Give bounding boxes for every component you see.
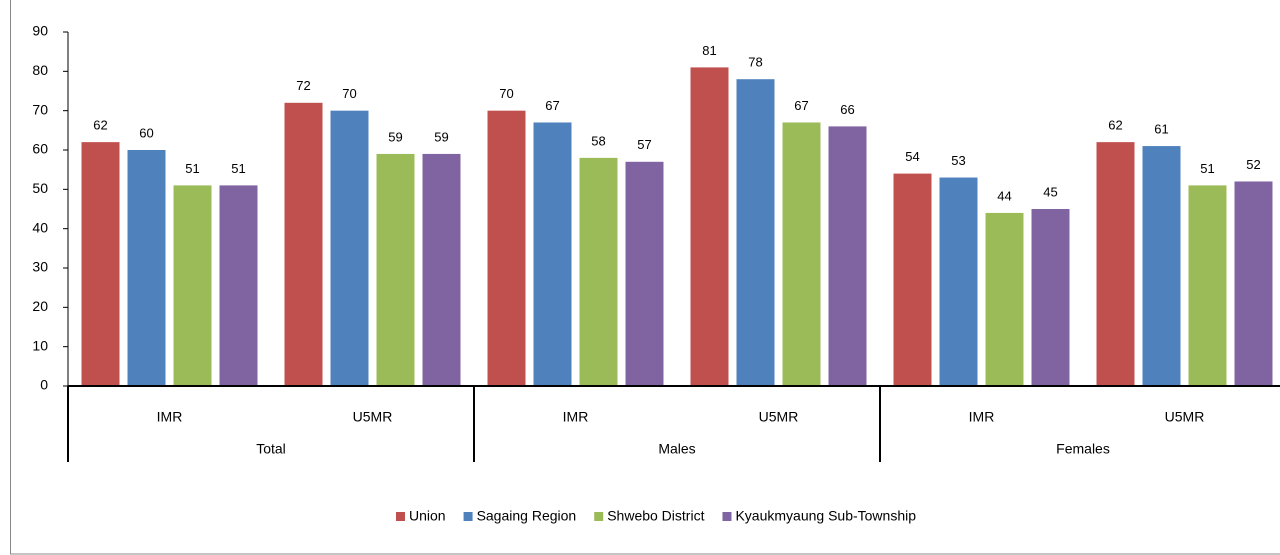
bar	[173, 185, 212, 386]
data-label: 59	[434, 129, 448, 144]
bar	[893, 173, 932, 386]
data-label: 51	[231, 161, 245, 176]
bar	[985, 212, 1024, 386]
legend-label: Sagaing Region	[477, 508, 577, 524]
data-label: 67	[794, 98, 808, 113]
bar	[81, 142, 120, 386]
data-label: 44	[997, 188, 1011, 203]
bar	[690, 67, 729, 387]
data-label: 70	[342, 86, 356, 101]
data-label: 51	[1200, 161, 1214, 176]
y-tick-label: 40	[32, 219, 48, 235]
group-label: Males	[658, 441, 695, 457]
legend-swatch	[722, 512, 732, 521]
bar	[533, 122, 572, 386]
legend-swatch	[395, 512, 405, 521]
data-label: 81	[702, 43, 716, 58]
bar	[330, 110, 369, 387]
bar	[127, 150, 166, 386]
legend-swatch	[463, 512, 473, 521]
bar	[579, 157, 618, 386]
data-label: 53	[951, 153, 965, 168]
y-tick-label: 70	[32, 101, 48, 117]
bar	[376, 153, 415, 386]
bar	[487, 110, 526, 387]
y-tick-label: 80	[32, 62, 48, 78]
y-tick-label: 90	[32, 23, 48, 39]
bar	[1234, 181, 1273, 386]
bar	[1142, 146, 1181, 386]
bar	[736, 79, 775, 386]
bar	[625, 161, 664, 386]
x-tick-label: U5MR	[759, 409, 799, 425]
data-label: 59	[388, 129, 402, 144]
data-label: 58	[591, 133, 605, 148]
data-label: 51	[185, 161, 199, 176]
data-label: 62	[1108, 118, 1122, 133]
bar	[1096, 142, 1135, 386]
data-label: 66	[840, 102, 854, 117]
bar	[219, 185, 258, 386]
bar	[782, 122, 821, 386]
legend-label: Kyaukmyaung Sub-Township	[735, 508, 916, 524]
legend-swatch	[594, 512, 604, 521]
x-tick-label: IMR	[563, 409, 589, 425]
y-tick-label: 0	[40, 377, 48, 393]
legend-label: Union	[409, 508, 446, 524]
bar	[1031, 209, 1070, 386]
y-tick-label: 60	[32, 141, 48, 157]
y-tick-label: 10	[32, 337, 48, 353]
group-label: Females	[1056, 441, 1110, 457]
x-tick-label: U5MR	[353, 409, 393, 425]
bar	[828, 126, 867, 387]
data-label: 70	[499, 86, 513, 101]
data-label: 57	[637, 137, 651, 152]
y-tick-label: 50	[32, 180, 48, 196]
y-tick-label: 20	[32, 298, 48, 314]
legend-label: Shwebo District	[607, 508, 704, 524]
x-tick-label: IMR	[969, 409, 995, 425]
data-label: 54	[905, 149, 919, 164]
data-label: 62	[93, 118, 107, 133]
y-tick-label: 30	[32, 259, 48, 275]
bar	[1188, 185, 1227, 386]
data-label: 72	[296, 78, 310, 93]
data-label: 52	[1246, 157, 1260, 172]
data-label: 45	[1043, 184, 1057, 199]
chart-frame	[10, 0, 1280, 555]
bar	[422, 153, 461, 386]
data-label: 61	[1154, 122, 1168, 137]
x-tick-label: IMR	[157, 409, 183, 425]
x-tick-label: U5MR	[1165, 409, 1205, 425]
data-label: 78	[748, 55, 762, 70]
data-label: 67	[545, 98, 559, 113]
bar	[284, 102, 323, 387]
bar	[939, 177, 978, 386]
group-label: Total	[256, 441, 286, 457]
data-label: 60	[139, 125, 153, 140]
